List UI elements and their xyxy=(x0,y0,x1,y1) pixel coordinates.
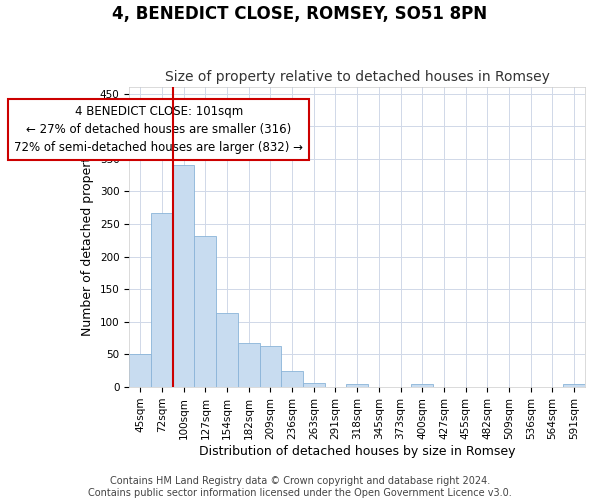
Bar xyxy=(194,236,216,387)
Bar xyxy=(412,384,433,387)
Title: Size of property relative to detached houses in Romsey: Size of property relative to detached ho… xyxy=(165,70,550,85)
Bar xyxy=(346,384,368,387)
Bar xyxy=(260,346,281,387)
Bar xyxy=(563,384,585,387)
Bar xyxy=(281,371,303,387)
X-axis label: Distribution of detached houses by size in Romsey: Distribution of detached houses by size … xyxy=(199,444,515,458)
Text: 4 BENEDICT CLOSE: 101sqm
← 27% of detached houses are smaller (316)
72% of semi-: 4 BENEDICT CLOSE: 101sqm ← 27% of detach… xyxy=(14,105,304,154)
Bar xyxy=(216,312,238,387)
Bar xyxy=(151,213,173,387)
Bar xyxy=(173,166,194,387)
Text: 4, BENEDICT CLOSE, ROMSEY, SO51 8PN: 4, BENEDICT CLOSE, ROMSEY, SO51 8PN xyxy=(112,5,488,23)
Bar xyxy=(303,383,325,387)
Bar xyxy=(130,354,151,387)
Bar xyxy=(238,342,260,387)
Text: Contains HM Land Registry data © Crown copyright and database right 2024.
Contai: Contains HM Land Registry data © Crown c… xyxy=(88,476,512,498)
Y-axis label: Number of detached properties: Number of detached properties xyxy=(82,138,94,336)
